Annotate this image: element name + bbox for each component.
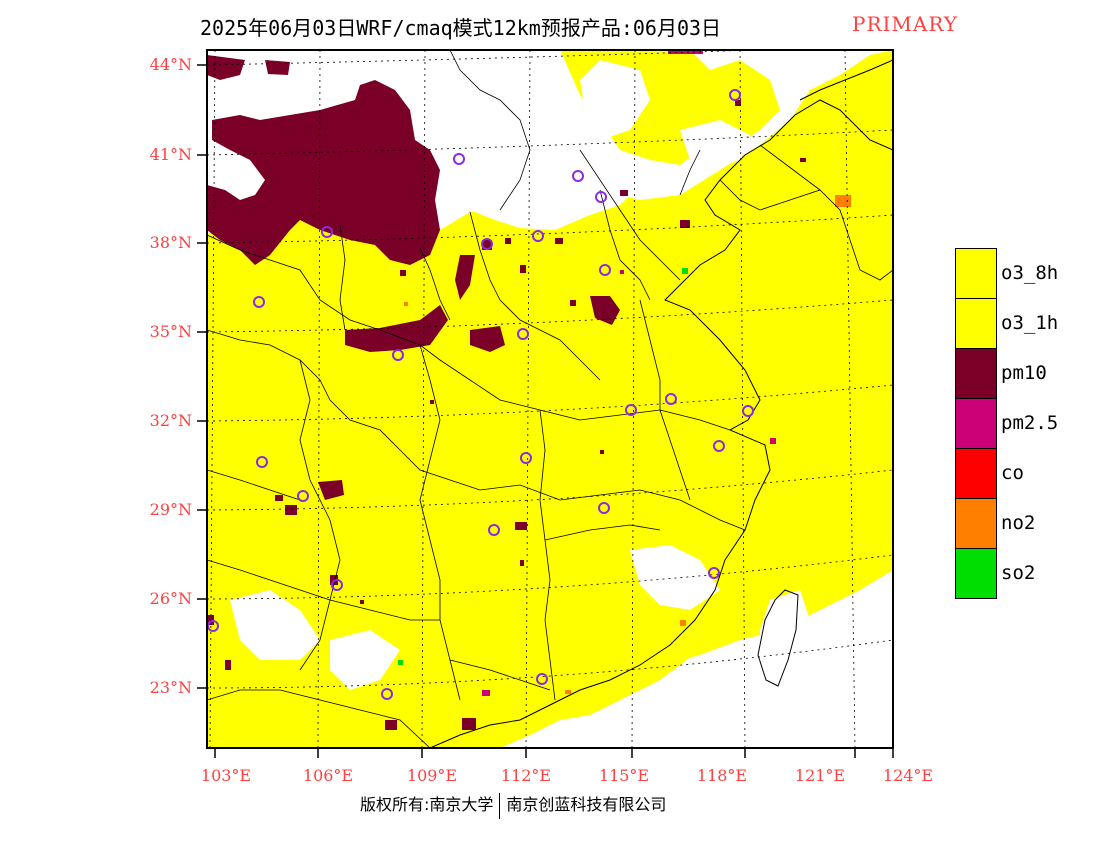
legend-swatch: [955, 498, 997, 549]
lon-label: 112°E: [500, 766, 552, 785]
city-markers: [207, 89, 754, 700]
lat-label: 23°N: [149, 678, 192, 697]
legend-swatch: [955, 398, 997, 449]
legend-item: so2: [955, 548, 1100, 599]
legend-item: co: [955, 448, 1100, 499]
lat-label: 44°N: [149, 55, 192, 74]
legend-item: pm10: [955, 348, 1100, 399]
legend-label: pm2.5: [1001, 412, 1059, 434]
legend-swatch: [955, 448, 997, 499]
lat-label: 35°N: [149, 322, 192, 341]
legend-item: o3_8h: [955, 248, 1100, 299]
map-title: 2025年06月03日WRF/cmaq模式12km预报产品:06月03日: [200, 16, 722, 40]
legend-swatch: [955, 348, 997, 399]
lat-label: 26°N: [149, 589, 192, 608]
legend-item: o3_1h: [955, 298, 1100, 349]
legend-swatch: [955, 298, 997, 349]
copyright-footer: 版权所有:南京大学 南京创蓝科技有限公司: [360, 791, 666, 819]
pm10-region: [207, 80, 440, 265]
footer-company: 南京创蓝科技有限公司: [506, 795, 667, 814]
map-area: [207, 50, 893, 748]
title-tag: PRIMARY: [852, 12, 958, 36]
lon-label: 109°E: [406, 766, 458, 785]
map-frame: [206, 49, 894, 749]
legend-swatch: [955, 548, 997, 599]
legend-item: pm2.5: [955, 398, 1100, 449]
lon-label: 115°E: [598, 766, 650, 785]
legend-label: o3_8h: [1001, 262, 1059, 284]
lon-label: 103°E: [200, 766, 252, 785]
legend-label: pm10: [1001, 362, 1047, 384]
lon-label: 121°E: [794, 766, 846, 785]
legend-label: no2: [1001, 512, 1036, 534]
lat-label: 32°N: [149, 411, 192, 430]
legend-item: no2: [955, 498, 1100, 549]
legend-swatch: [955, 248, 997, 299]
footer-copyright: 版权所有:南京大学: [360, 795, 494, 814]
legend-label: co: [1001, 462, 1024, 484]
lat-label: 38°N: [149, 233, 192, 252]
o3-region: [207, 50, 893, 748]
lon-label: 124°E: [882, 766, 934, 785]
footer-divider: [499, 792, 501, 819]
lat-label: 29°N: [149, 500, 192, 519]
lon-label: 106°E: [302, 766, 354, 785]
legend-label: so2: [1001, 562, 1036, 584]
lon-label: 118°E: [696, 766, 748, 785]
lat-label: 41°N: [149, 145, 192, 164]
legend-label: o3_1h: [1001, 312, 1059, 334]
